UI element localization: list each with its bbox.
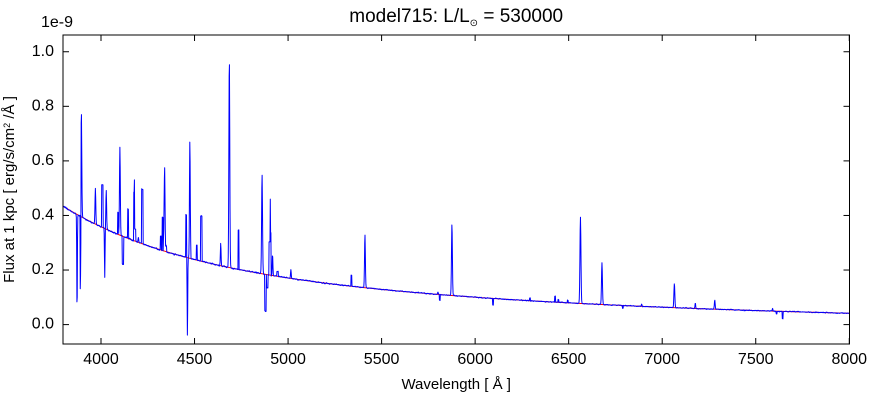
svg-text:Flux at 1 kpc [ erg/s/cm2 /Å ]: Flux at 1 kpc [ erg/s/cm2 /Å ]	[1, 96, 18, 283]
svg-text:model715: L/L⊙ = 530000: model715: L/L⊙ = 530000	[349, 6, 563, 29]
svg-text:6000: 6000	[457, 351, 493, 368]
svg-text:4000: 4000	[83, 351, 119, 368]
svg-text:7500: 7500	[738, 351, 774, 368]
svg-text:7000: 7000	[644, 351, 680, 368]
svg-text:8000: 8000	[831, 351, 867, 368]
svg-text:1e-9: 1e-9	[41, 14, 73, 31]
svg-text:0.2: 0.2	[32, 261, 54, 278]
svg-text:5000: 5000	[270, 351, 306, 368]
svg-text:5500: 5500	[364, 351, 400, 368]
svg-text:0.4: 0.4	[32, 206, 54, 223]
svg-text:0.0: 0.0	[32, 316, 54, 333]
svg-text:0.6: 0.6	[32, 152, 54, 169]
svg-text:6500: 6500	[551, 351, 587, 368]
svg-text:0.8: 0.8	[32, 97, 54, 114]
svg-text:4500: 4500	[177, 351, 213, 368]
svg-text:1.0: 1.0	[32, 43, 54, 60]
svg-text:Wavelength [ Å ]: Wavelength [ Å ]	[401, 376, 511, 393]
